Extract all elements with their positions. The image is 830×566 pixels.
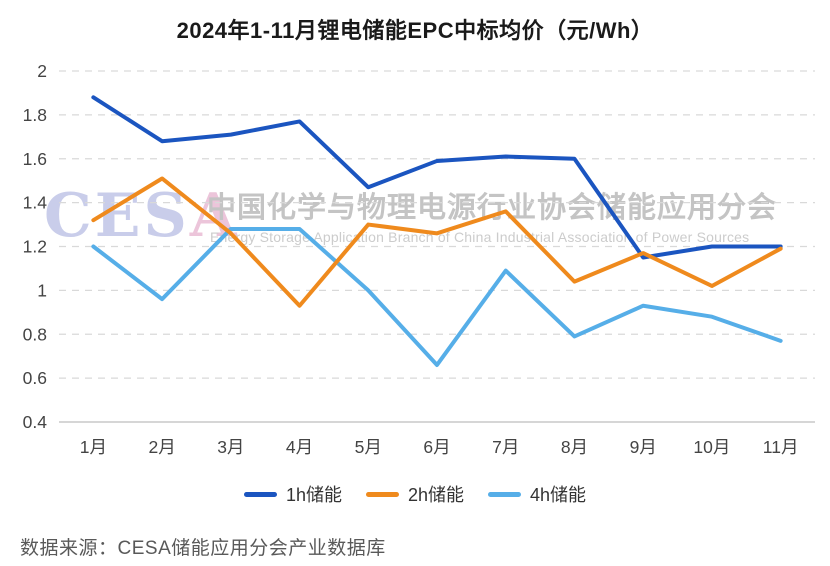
watermark-logo-ces: CES (44, 181, 190, 251)
y-tick-label: 1.6 (23, 149, 47, 169)
series-line-1h (91, 95, 783, 260)
legend-label: 1h储能 (285, 485, 342, 505)
x-tick-label: 7月 (492, 437, 519, 457)
legend-swatch-icon (243, 491, 277, 497)
x-tick-label: 8月 (561, 437, 588, 457)
x-tick-label: 6月 (423, 437, 450, 457)
y-tick-label: 1 (37, 280, 47, 300)
y-tick-label: 0.4 (23, 412, 48, 432)
x-tick-label: 10月 (693, 437, 730, 457)
x-tick-label: 11月 (763, 437, 799, 457)
legend-swatch-icon (365, 491, 399, 497)
legend-swatch-icon (488, 491, 522, 497)
series-line-3h (91, 226, 783, 367)
watermark-logo: CESA (44, 186, 239, 246)
y-tick-label: 1.4 (23, 193, 48, 213)
legend-item-1: 1h储能 (243, 481, 342, 507)
y-tick-label: 1.2 (23, 237, 47, 257)
watermark-text-cn: 中国化学与物理电源行业协会储能应用分会 (207, 192, 778, 224)
legend: 1h储能 2h储能 4h储能 (0, 481, 830, 507)
y-tick-label: 0.6 (23, 368, 47, 388)
legend-item-3: 4h储能 (488, 481, 586, 507)
x-tick-label: 9月 (630, 437, 657, 457)
legend-item-2: 2h储能 (365, 481, 465, 507)
x-tick-label: 1月 (80, 437, 107, 457)
watermark-text-en: Energy Storage Application Branch of Chi… (210, 229, 750, 245)
series-line-2h (91, 176, 783, 308)
line-chart-svg: 2 1.8 1.6 1.4 1.2 1 0.8 0.6 0.4 1月 2月 3月 4月 5月 6月 7月 8月 9… (23, 61, 815, 457)
y-tick-label: 1.8 (23, 105, 47, 125)
x-tick-label: 2月 (148, 437, 175, 457)
x-tick-label: 4月 (286, 437, 313, 457)
x-tick-label: 5月 (355, 437, 382, 457)
source-note: 数据来源：CESA储能应用分会产业数据库 (20, 538, 386, 559)
x-tick-label: 3月 (217, 437, 244, 457)
legend-label: 4h储能 (530, 485, 587, 505)
legend-label: 2h储能 (407, 485, 465, 505)
chart-title: 2024年1-11月锂电储能EPC中标均价（元/Wh） (176, 18, 654, 43)
y-tick-label: 0.8 (23, 324, 47, 344)
y-tick-label: 2 (37, 61, 47, 81)
watermark-logo-a: A (189, 181, 240, 251)
